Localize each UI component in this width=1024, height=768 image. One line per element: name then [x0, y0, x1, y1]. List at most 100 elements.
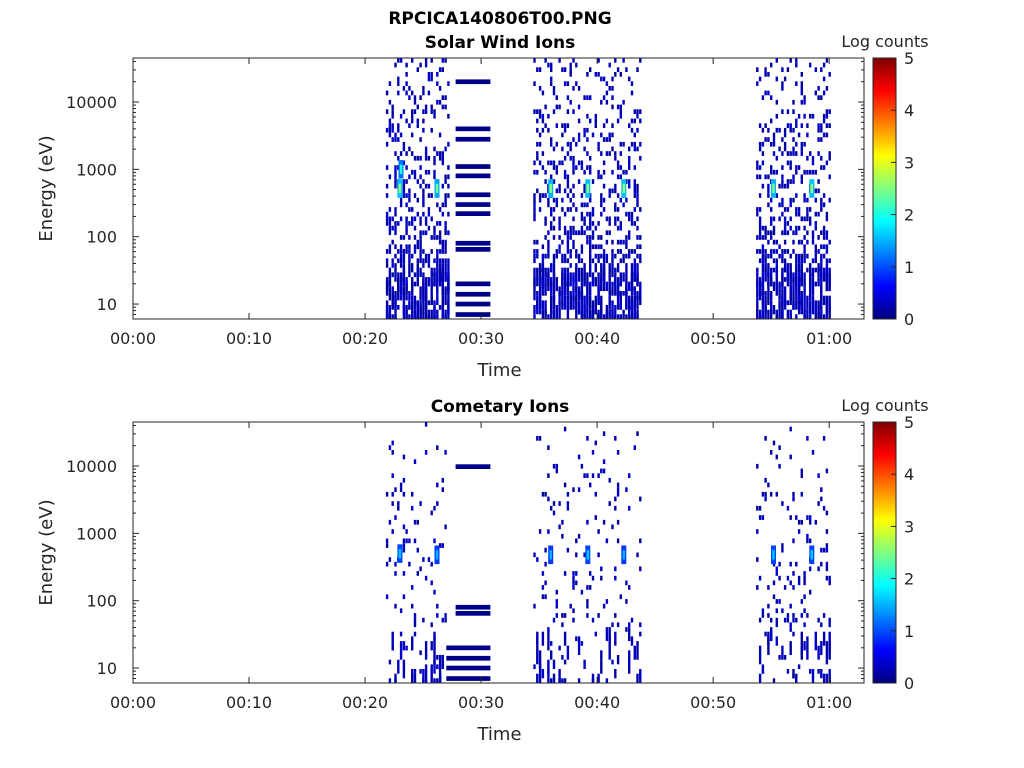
heatmap-cell — [772, 137, 776, 142]
heatmap-cell — [441, 202, 444, 208]
heatmap-cell — [561, 291, 564, 305]
heatmap-cell — [541, 585, 545, 590]
heatmap-cell — [536, 300, 539, 306]
heatmap-cell — [820, 305, 823, 319]
heatmap-cell — [789, 295, 792, 305]
heatmap-cell — [550, 76, 553, 82]
heatmap-cell — [795, 286, 798, 301]
heatmap-cell — [427, 169, 431, 175]
heatmap-cell — [444, 249, 447, 254]
colorbar-tick-label: 5 — [904, 413, 914, 432]
heatmap-cell — [792, 571, 795, 576]
heatmap-cell — [611, 253, 614, 259]
heatmap-cell — [441, 295, 444, 315]
heatmap-cell — [580, 244, 584, 250]
heatmap-cell — [555, 249, 558, 254]
heatmap-cell — [756, 207, 759, 212]
heatmap-cell — [544, 58, 547, 63]
heatmap-cell — [547, 230, 550, 236]
heatmap-cell — [577, 104, 581, 110]
heatmap-cell — [778, 183, 781, 189]
heatmap-peak — [810, 550, 813, 560]
heatmap-cell — [408, 221, 411, 226]
heatmap-cell — [444, 286, 447, 305]
heatmap-cell — [803, 95, 806, 100]
heatmap-cell — [611, 188, 614, 194]
heatmap-cell — [775, 258, 778, 264]
heatmap-cell — [786, 575, 790, 581]
heatmap-cell — [436, 221, 439, 226]
heatmap-cell — [828, 305, 831, 319]
heatmap-cell — [569, 230, 572, 236]
heatmap-cell — [583, 169, 586, 175]
heatmap-cell — [772, 141, 776, 147]
heatmap-cell — [413, 169, 417, 175]
heatmap-cell — [792, 174, 795, 180]
heatmap-cell — [822, 267, 826, 277]
heatmap-cell — [558, 645, 561, 651]
heatmap-cell — [580, 295, 584, 310]
heatmap-cell — [761, 249, 765, 254]
heatmap-cell — [764, 249, 767, 254]
heatmap-cell — [797, 113, 801, 119]
heatmap-cell — [608, 267, 611, 282]
heatmap-cell — [600, 202, 603, 208]
heatmap-cell — [608, 501, 611, 506]
heatmap-cell — [430, 193, 433, 198]
heatmap-cell — [811, 258, 815, 264]
heatmap-cell — [427, 76, 431, 82]
heatmap-cell — [600, 151, 603, 156]
heatmap-cell — [433, 146, 436, 152]
heatmap-cell — [541, 571, 545, 576]
heatmap-cell — [419, 165, 422, 170]
heatmap-cell — [639, 155, 642, 161]
heatmap-cell — [806, 636, 809, 655]
heatmap-cell — [809, 263, 812, 278]
heatmap-cell — [636, 641, 639, 660]
heatmap-cell — [563, 631, 567, 646]
heatmap-cell — [411, 58, 414, 63]
heatmap-cell — [422, 127, 425, 133]
heatmap-cell — [422, 230, 425, 236]
heatmap-cell — [611, 258, 614, 264]
heatmap-cell — [552, 463, 556, 469]
heatmap-cell — [781, 137, 784, 142]
heatmap-cell — [558, 244, 561, 250]
heatmap-cell — [770, 277, 773, 287]
heatmap-cell — [817, 267, 820, 277]
heatmap-cell — [817, 277, 820, 287]
heatmap-cell — [402, 249, 406, 254]
heatmap-cell — [602, 123, 606, 128]
heatmap-cell — [385, 109, 389, 114]
heatmap-cell — [817, 473, 820, 478]
heatmap-cell — [806, 613, 809, 618]
heatmap-cell — [622, 291, 625, 296]
heatmap-cell — [533, 314, 536, 319]
heatmap-cell — [566, 207, 570, 212]
heatmap-cell — [394, 291, 397, 301]
colorbar-tick-label: 5 — [904, 49, 914, 68]
heatmap-cell — [566, 645, 570, 651]
heatmap-cell — [775, 113, 778, 119]
heatmap-cell — [563, 230, 567, 236]
x-tick-label: 01:00 — [806, 693, 852, 712]
heatmap-cell — [541, 491, 545, 497]
heatmap-cell — [411, 603, 414, 609]
heatmap-cell — [817, 669, 820, 674]
heatmap-cell — [561, 300, 564, 310]
heatmap-cell — [547, 197, 550, 203]
heatmap-cell — [408, 95, 411, 100]
heatmap-cell — [756, 160, 759, 166]
heatmap-cell — [600, 193, 603, 198]
heatmap-cell — [402, 659, 406, 679]
heatmap-cell — [758, 216, 762, 222]
heatmap-cell — [583, 473, 586, 478]
heatmap-cell — [436, 295, 439, 305]
heatmap-cell — [775, 249, 778, 254]
heatmap-cell — [811, 235, 815, 240]
heatmap-cell — [438, 543, 442, 548]
heatmap-cell — [566, 501, 570, 506]
heatmap-band — [455, 192, 491, 198]
heatmap-cell — [388, 314, 392, 319]
